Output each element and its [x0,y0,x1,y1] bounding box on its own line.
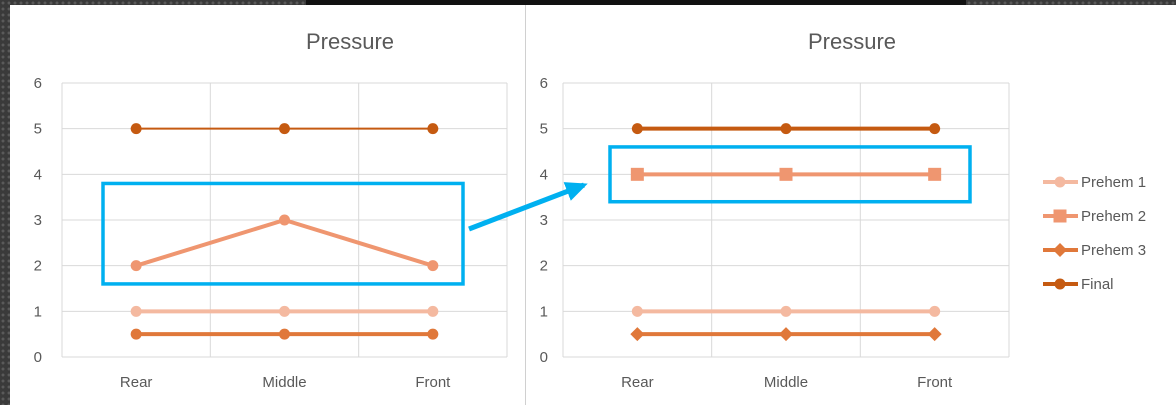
data-point-prehem3 [427,328,439,340]
x-tick-label: Rear [120,374,153,391]
legend-label-prehem3: Prehem 3 [1081,242,1146,259]
x-tick-label: Middle [764,374,808,391]
data-point-final [631,123,643,135]
legend-label-prehem1: Prehem 1 [1081,174,1146,191]
y-tick-label: 6 [34,75,42,92]
legend-marker-prehem3 [1053,243,1067,257]
highlight-box [608,145,972,204]
legend-label-prehem2: Prehem 2 [1081,208,1146,225]
y-tick-label: 0 [34,349,42,366]
y-tick-label: 2 [34,258,42,275]
data-point-final [279,123,290,135]
x-tick-label: Rear [621,374,654,391]
y-tick-label: 1 [540,303,548,320]
x-tick-label: Front [917,374,953,391]
data-point-final [427,123,439,135]
legend: Prehem 1 Prehem 2 Prehem 3 Final [1043,174,1146,293]
y-tick-label: 6 [540,75,548,92]
data-point-prehem1 [279,305,290,317]
data-point-prehem2 [928,167,942,181]
y-tick-label: 5 [540,121,548,138]
data-point-prehem1 [631,305,643,317]
chart-title: Pressure [306,29,394,54]
y-tick-label: 0 [540,349,548,366]
data-point-prehem3 [279,328,290,340]
data-point-final [780,123,792,135]
data-point-final [929,123,941,135]
y-tick-label: 1 [34,303,42,320]
y-tick-label: 2 [540,258,548,275]
data-point-prehem2 [630,167,644,181]
data-point-prehem2 [427,260,439,272]
series-line-prehem2 [135,218,434,268]
data-point-prehem3 [130,328,142,340]
legend-marker-final [1054,278,1066,290]
data-point-prehem3 [927,327,942,342]
chart-panel: Pressure 0 1 2 3 4 5 6 Rear Middle Front Pressure 0… [10,5,1176,405]
y-tick-label: 5 [34,121,42,138]
legend-marker-prehem1 [1054,176,1066,188]
x-tick-label: Middle [262,374,306,391]
data-point-prehem1 [780,305,792,317]
x-tick-label: Front [415,374,451,391]
data-point-prehem3 [630,327,645,342]
data-point-prehem1 [130,305,142,317]
data-point-final [130,123,142,135]
highlight-arrow [468,182,588,232]
chart-right: Pressure 0 1 2 3 4 5 6 Rear Middle Front [540,29,1010,391]
data-point-prehem2 [279,214,290,226]
y-tick-label: 4 [34,166,42,183]
legend-marker-prehem2 [1053,209,1067,223]
legend-label-final: Final [1081,276,1114,293]
data-point-prehem3 [779,327,793,342]
chart-left: Pressure 0 1 2 3 4 5 6 Rear Middle Front [34,29,508,391]
highlight-box [101,181,465,286]
chart-canvas: Pressure 0 1 2 3 4 5 6 Rear Middle Front Pressure 0… [34,29,1146,391]
data-point-prehem1 [929,305,941,317]
data-point-prehem2 [779,167,793,181]
y-tick-label: 4 [540,166,548,183]
data-point-prehem1 [427,305,439,317]
data-point-prehem2 [130,260,142,272]
top-dark-band [306,0,966,6]
y-tick-label: 3 [540,212,548,229]
chart-title: Pressure [808,29,896,54]
y-tick-label: 3 [34,212,42,229]
